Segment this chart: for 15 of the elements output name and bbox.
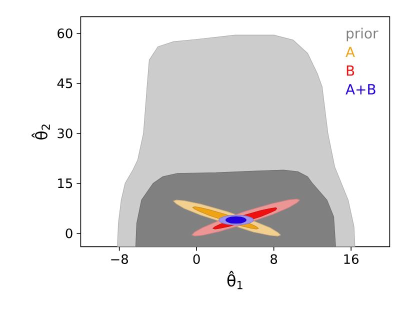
x-tick-label: 0 xyxy=(193,254,200,264)
y-tick-label: 45 xyxy=(57,78,72,88)
y-tick-label: 30 xyxy=(58,128,72,138)
x-axis-title: θ̂$_{1}$ xyxy=(227,270,242,290)
x-tick-label: 16 xyxy=(344,254,358,264)
y-tick-label: 60 xyxy=(58,28,72,38)
x-tick-label: −8 xyxy=(111,254,128,264)
y-axis-title: θ̂$_{2}$ xyxy=(32,124,50,140)
y-tick-label: 15 xyxy=(58,178,72,188)
y-tick-label: 0 xyxy=(66,228,72,238)
text: A+B xyxy=(346,84,376,94)
x-tick-label: 8 xyxy=(270,254,278,264)
text: A xyxy=(346,46,355,58)
text: prior xyxy=(346,28,378,42)
text: B xyxy=(346,66,354,76)
